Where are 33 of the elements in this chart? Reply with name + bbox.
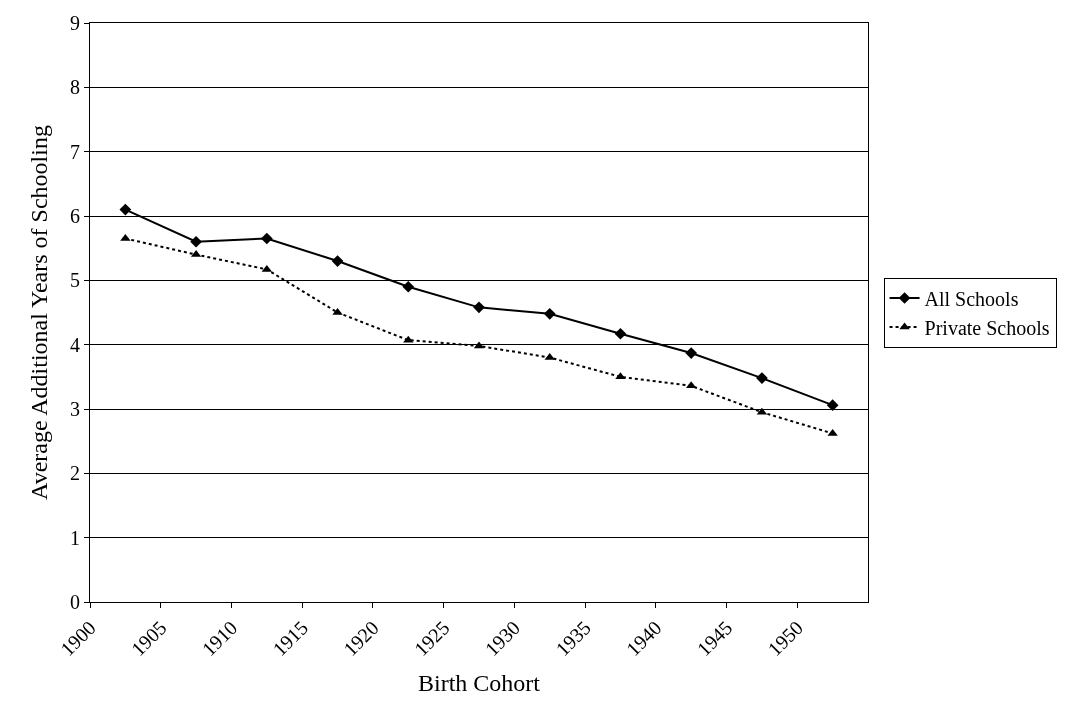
y-tick-label: 5 (70, 269, 80, 292)
x-axis-title: Birth Cohort (417, 670, 541, 697)
point (260, 232, 273, 245)
point (543, 307, 556, 320)
y-tick-label: 2 (70, 462, 80, 485)
x-tick-label: 1940 (621, 616, 666, 661)
y-tick-label: 3 (70, 398, 80, 420)
point (190, 235, 202, 248)
legend-label: Private Schools (924, 316, 1050, 339)
y-axis-title: Average Additional Years of Schooling (26, 125, 53, 500)
x-tick-label: 1910 (197, 616, 242, 661)
y-tick-label: 0 (70, 591, 80, 613)
y-tick-label: 7 (70, 140, 80, 163)
point (331, 255, 344, 267)
point (826, 399, 839, 411)
point (614, 327, 627, 340)
x-tick-label: 1950 (763, 616, 808, 661)
point (119, 203, 132, 216)
y-tick-label: 6 (70, 205, 80, 227)
point (615, 372, 626, 380)
point (685, 347, 698, 359)
point (473, 301, 485, 314)
legend-label: All Schools (924, 287, 1019, 310)
point (402, 280, 415, 293)
point (756, 372, 768, 384)
y-tick-label: 4 (70, 333, 80, 356)
point (827, 428, 838, 436)
x-tick-label: 1920 (338, 616, 383, 661)
y-tick-label: 9 (70, 12, 80, 34)
x-tick-label: 1930 (480, 616, 525, 661)
x-tick-label: 1900 (56, 616, 100, 661)
y-tick-label: 8 (70, 76, 80, 99)
y-tick-label: 1 (70, 526, 80, 549)
